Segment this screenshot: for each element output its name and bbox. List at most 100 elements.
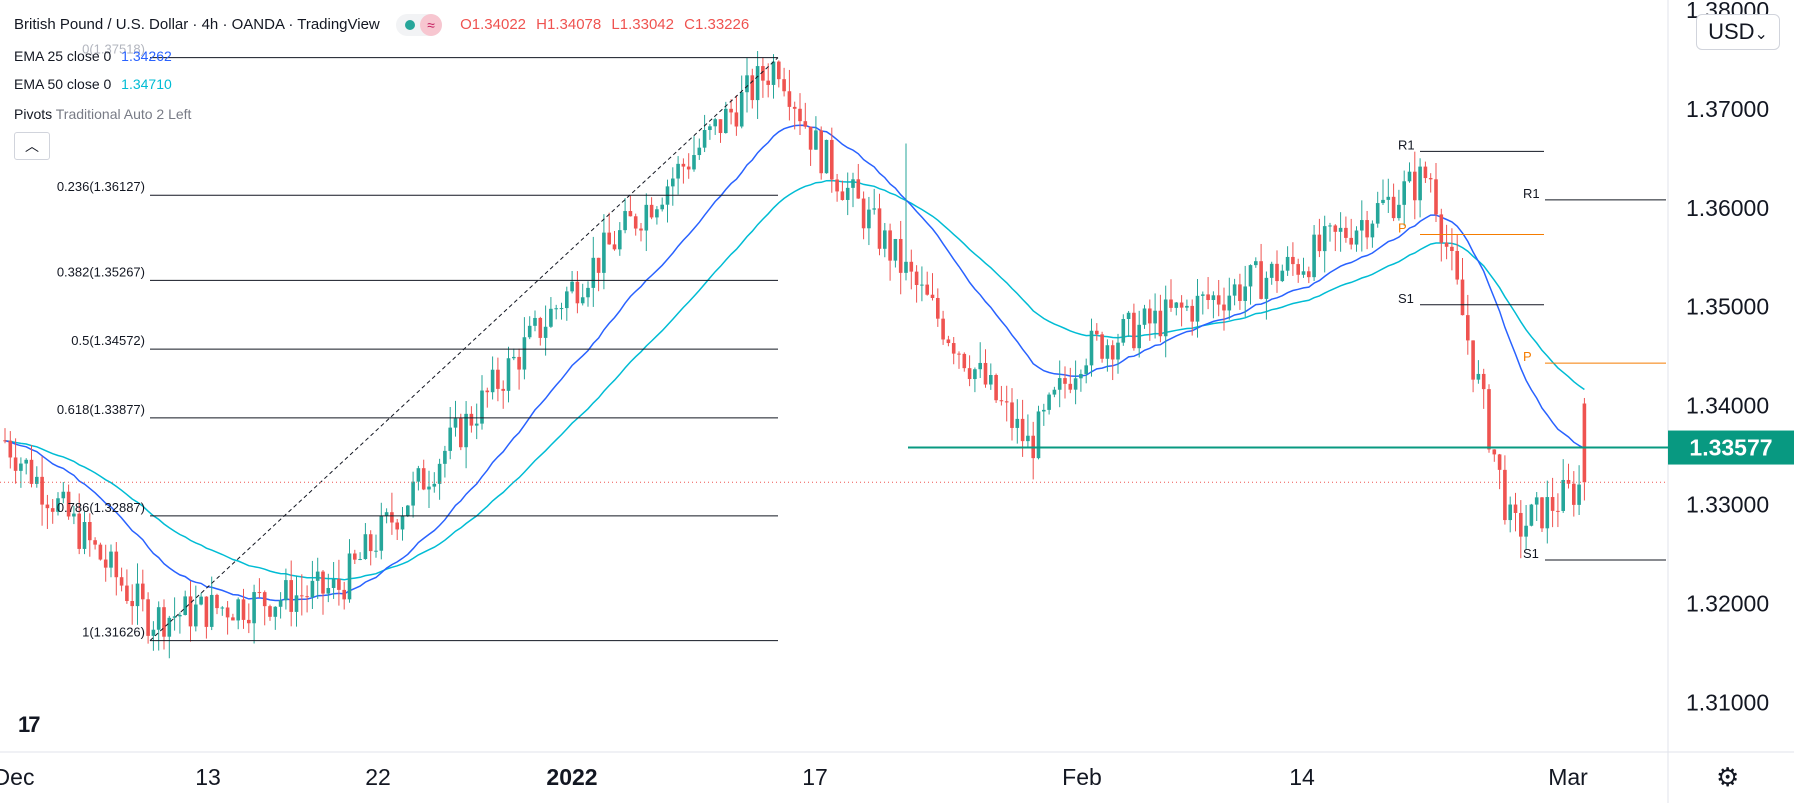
pivots-label: Pivots: [14, 106, 53, 122]
candle-body: [1370, 223, 1375, 238]
time-tick-label: 14: [1289, 764, 1315, 790]
candle-body: [347, 553, 352, 600]
candle-body: [1413, 171, 1417, 201]
candle-body: [713, 119, 717, 127]
candle-body: [745, 75, 749, 93]
time-tick-label: 2022: [546, 764, 597, 790]
candle-body: [1407, 171, 1412, 182]
candle-body: [1476, 373, 1481, 380]
candle-body: [867, 209, 871, 229]
candle-body: [374, 550, 378, 552]
data-delay-icon: ≈: [419, 14, 442, 36]
candle-body: [1079, 373, 1083, 379]
currency-label: USD: [1708, 19, 1755, 44]
candle-body: [342, 589, 346, 600]
candle-body: [946, 339, 951, 344]
candle-body: [432, 483, 437, 487]
candle-body: [35, 476, 39, 484]
ema50-legend[interactable]: EMA 50 close 0 1.34710: [14, 76, 172, 92]
candle-body: [856, 179, 861, 199]
pivots-legend[interactable]: Pivots Traditional Auto 2 Left: [14, 106, 191, 122]
candle-body: [310, 580, 315, 598]
candle-body: [390, 512, 394, 523]
candle-body: [257, 592, 262, 594]
candle-body: [241, 599, 246, 620]
market-status-badge[interactable]: ≈: [395, 14, 442, 36]
candle-body: [480, 390, 484, 424]
collapse-legend-button[interactable]: ︿: [14, 132, 50, 160]
price-tick-label: 1.31000: [1686, 690, 1769, 716]
candle-body: [845, 187, 850, 200]
candle-body: [1110, 345, 1115, 360]
candle-body: [1036, 411, 1041, 459]
candle-body: [474, 423, 479, 426]
candle-body: [1206, 294, 1210, 301]
price-tick-label: 1.36000: [1686, 195, 1769, 221]
candle-body: [697, 147, 702, 156]
candle-body: [565, 291, 569, 309]
candle-body: [787, 91, 792, 107]
current-price-label: 1.33577: [1689, 435, 1772, 461]
candle-body: [681, 163, 686, 167]
pivot-label: P: [1398, 221, 1407, 236]
ema25-line: [4, 124, 1585, 602]
candle-body: [580, 297, 585, 304]
candle-body: [549, 308, 553, 327]
candle-body: [782, 79, 786, 92]
low-value: L1.33042: [611, 15, 674, 33]
tradingview-logo-icon[interactable]: 17: [18, 712, 41, 737]
candle-body: [368, 534, 373, 552]
candle-body: [660, 204, 664, 210]
currency-selector[interactable]: USD⌄: [1696, 14, 1780, 50]
candle-body: [951, 343, 956, 354]
candle-body: [1423, 166, 1428, 179]
candle-body: [469, 413, 474, 426]
candle-body: [1232, 284, 1237, 296]
candle-body: [1492, 449, 1497, 455]
candle-body: [1259, 261, 1263, 299]
price-tick-label: 1.32000: [1686, 591, 1769, 617]
candle-body: [1142, 308, 1147, 325]
candle-body: [278, 600, 283, 607]
candle-body: [1179, 302, 1184, 308]
ema25-legend[interactable]: EMA 25 close 0 1.34262: [14, 48, 172, 64]
candle-body: [957, 353, 961, 355]
candle-body: [999, 400, 1004, 402]
candle-body: [1466, 315, 1470, 341]
candle-body: [861, 198, 866, 229]
candle-body: [146, 599, 150, 636]
candle-body: [1269, 263, 1274, 278]
candle-body: [268, 606, 272, 617]
candle-body: [3, 440, 7, 442]
candle-body: [904, 261, 908, 273]
candle-body: [331, 579, 336, 588]
candle-body: [8, 440, 13, 458]
ema50-label: EMA 50 close 0: [14, 76, 112, 92]
gear-icon[interactable]: ⚙: [1716, 762, 1740, 792]
candle-body: [739, 92, 744, 127]
symbol-legend[interactable]: British Pound / U.S. Dollar · 4h · OANDA…: [14, 14, 755, 36]
open-value: O1.34022: [460, 15, 526, 33]
candle-body: [808, 126, 813, 150]
candle-body: [1280, 270, 1285, 282]
candle-body: [602, 232, 606, 273]
candle-body: [702, 130, 707, 148]
candle-body: [538, 317, 543, 338]
candle-body: [464, 413, 468, 448]
candle-body: [1397, 204, 1401, 219]
candle-body: [729, 108, 733, 113]
candle-body: [459, 418, 463, 448]
close-value: C1.33226: [684, 15, 750, 33]
candle-body: [114, 551, 119, 578]
candle-body: [294, 595, 299, 612]
candle-body: [209, 594, 214, 627]
candle-body: [893, 238, 898, 261]
candle-body: [533, 317, 537, 326]
candle-body: [930, 294, 935, 298]
candle-body: [289, 580, 293, 612]
candle-body: [1211, 295, 1216, 301]
candle-body: [1434, 179, 1438, 215]
candle-body: [909, 261, 914, 272]
